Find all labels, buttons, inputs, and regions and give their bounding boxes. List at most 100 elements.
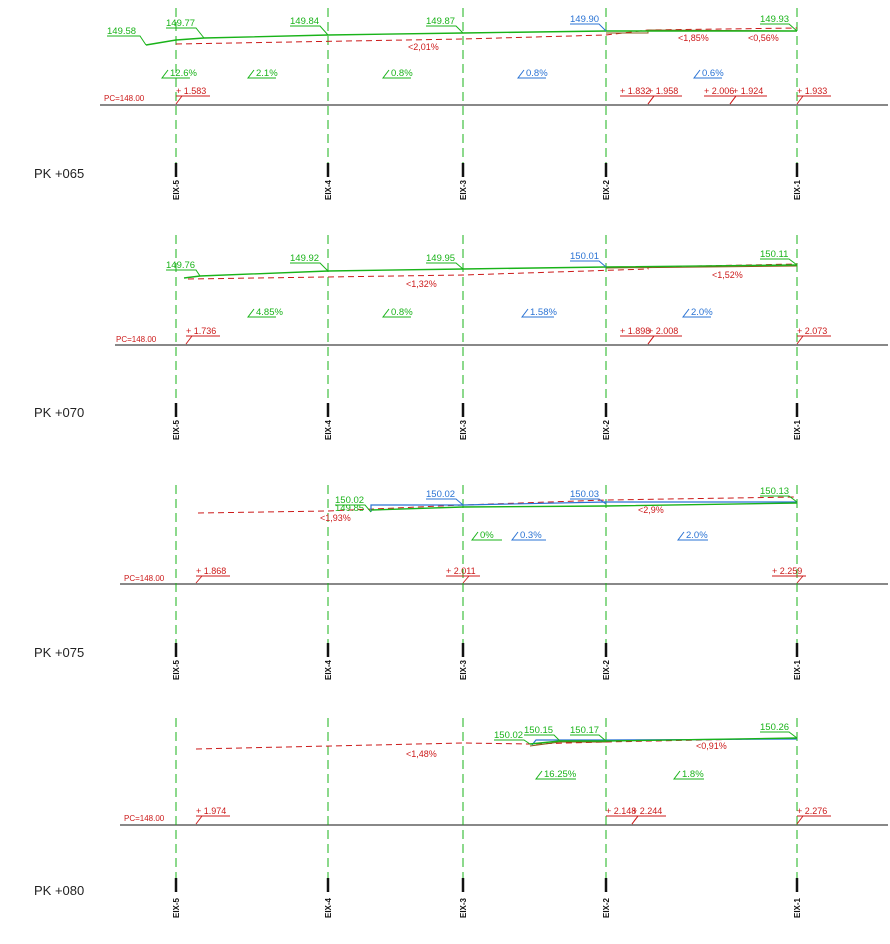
depth-leader (462, 575, 470, 584)
depth-leader (647, 335, 655, 345)
depth-leader (185, 335, 193, 345)
crossfall-label: 0.3% (520, 530, 542, 541)
axis-label: EIX-4 (324, 179, 333, 200)
elevation-label: 150.02 (335, 495, 364, 506)
depth-leader (796, 335, 804, 345)
station-label: PK +070 (34, 405, 84, 420)
reference-level-label: PC=148.00 (124, 814, 165, 823)
elevation-leader (760, 258, 798, 266)
elevation-leader (166, 269, 201, 277)
elevation-leader (760, 23, 798, 32)
axis-label: EIX-5 (172, 897, 181, 918)
elevation-label: 150.11 (760, 249, 788, 260)
elevation-label: 150.02 (494, 730, 523, 741)
depth-leader (195, 575, 203, 584)
axis-label: EIX-1 (793, 897, 802, 918)
depth-label: + 2.259 (772, 566, 802, 576)
section-3: EIX-5 EIX-4 EIX-3 EIX-2 EIX-1 PK +075 PC=148.0… (34, 485, 888, 680)
grade-percent-label: <1,52% (712, 270, 743, 280)
axis-label: EIX-3 (459, 659, 468, 680)
grade-percent-label: <0,91% (696, 741, 727, 751)
crossfall-arrow (535, 770, 576, 780)
grade-percent-label: <1,32% (406, 279, 437, 289)
crossfall-arrow (382, 69, 411, 79)
crossfall-arrow (517, 69, 546, 79)
axis-label: EIX-5 (172, 659, 181, 680)
depth-leader (175, 95, 183, 105)
elevation-label: 150.15 (524, 725, 553, 736)
elevation-label: 149.93 (760, 14, 789, 25)
subgrade-line (605, 265, 798, 269)
terrain-profile-line (370, 502, 798, 511)
crossfall-arrow (682, 308, 711, 318)
elevation-leader (524, 734, 561, 742)
axis-label: EIX-2 (602, 897, 611, 918)
section-2: EIX-5 EIX-4 EIX-3 EIX-2 EIX-1 PK +070 PC=148.0… (34, 235, 888, 440)
depth-leader (631, 815, 639, 825)
reference-level-label: PC=148.00 (124, 574, 165, 583)
elevation-leader (570, 260, 607, 268)
axis-label: EIX-3 (459, 179, 468, 200)
axis-label: EIX-5 (172, 179, 181, 200)
crossfall-label: 0.8% (391, 68, 413, 79)
crossfall-label: 4.85% (256, 307, 283, 318)
depth-label: + 2.073 (797, 326, 827, 336)
crossfall-label: 0.8% (391, 307, 413, 318)
terrain-profile-line (183, 264, 798, 279)
crossfall-label: 16.25% (544, 769, 577, 780)
elevation-label: 149.58 (107, 26, 136, 37)
elevation-leader (426, 25, 464, 34)
depth-label: + 2.011 (446, 566, 476, 576)
crossfall-label: 1.58% (530, 307, 557, 318)
depth-label: + 1.868 (196, 566, 226, 576)
grade-percent-label: <0,56% (748, 33, 779, 43)
depth-label: + 1.736 (186, 326, 216, 336)
station-label: PK +075 (34, 645, 84, 660)
crossfall-label: 2.0% (691, 307, 713, 318)
axis-label: EIX-4 (324, 419, 333, 440)
elevation-label: 150.01 (570, 251, 599, 262)
crossfall-arrow (471, 531, 502, 541)
depth-label: + 1.832 (620, 86, 650, 96)
crossfall-arrow (677, 531, 708, 541)
elevation-leader (335, 504, 372, 513)
axis-label: EIX-2 (602, 419, 611, 440)
grade-percent-label: <1,48% (406, 749, 437, 759)
grade-percent-label: <2,01% (408, 42, 439, 52)
elevation-label: 150.02 (426, 489, 455, 500)
subgrade-line (529, 741, 606, 747)
crossfall-label: 0.8% (526, 68, 548, 79)
elevation-leader (107, 35, 147, 46)
depth-label: + 2.244 (632, 806, 662, 816)
elevation-label: 149.84 (290, 16, 319, 27)
elevation-label: 149.92 (290, 253, 319, 264)
reference-level-label: PC=148.00 (104, 94, 145, 103)
elevation-leader (494, 739, 531, 745)
elevation-label: 149.90 (570, 14, 599, 25)
depth-label: + 1.924 (733, 86, 763, 96)
elevation-leader (760, 731, 798, 739)
station-label: PK +080 (34, 883, 84, 898)
axis-label: EIX-1 (793, 659, 802, 680)
elevation-leader (290, 262, 329, 272)
station-label: PK +065 (34, 166, 84, 181)
depth-label: + 2.008 (648, 326, 678, 336)
section-4: EIX-5 EIX-4 EIX-3 EIX-2 EIX-1 PK +080 PC=148.0… (34, 718, 888, 918)
depth-leader (729, 95, 737, 105)
depth-leader (195, 815, 203, 825)
elevation-label: 149.77 (166, 18, 195, 29)
grade-percent-label: <1,85% (678, 33, 709, 43)
depth-label: + 1.974 (196, 806, 226, 816)
crossfall-label: 2.0% (686, 530, 708, 541)
elevation-label: 150.17 (570, 725, 599, 736)
axis-label: EIX-3 (459, 419, 468, 440)
depth-leader (796, 815, 804, 825)
grade-percent-label: <2,9% (638, 505, 664, 515)
depth-label: + 2.148 (606, 806, 636, 816)
elevation-leader (426, 262, 464, 270)
elevation-label: 149.87 (426, 16, 455, 27)
elevation-leader (290, 25, 329, 36)
depth-label: + 1.958 (648, 86, 678, 96)
elevation-label: 149.76 (166, 260, 195, 271)
design-grade-line (175, 27, 798, 45)
